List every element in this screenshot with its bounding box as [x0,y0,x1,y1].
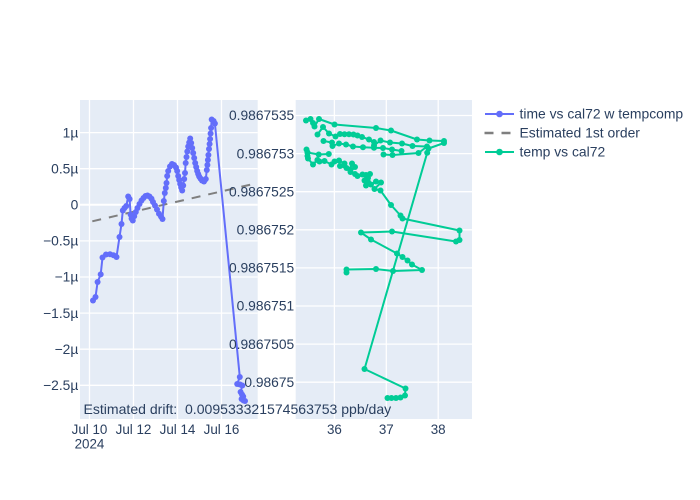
svg-text:Jul 16: Jul 16 [204,422,240,437]
svg-text:0.5µ: 0.5µ [51,161,78,176]
svg-text:Jul 10: Jul 10 [72,422,108,437]
svg-text:0.98675: 0.98675 [244,375,294,390]
svg-text:36: 36 [327,422,342,437]
svg-text:1µ: 1µ [63,125,79,140]
svg-text:Estimated 1st order: Estimated 1st order [520,125,641,141]
svg-text:0.986753: 0.986753 [237,146,295,161]
svg-text:Jul 12: Jul 12 [116,422,152,437]
svg-text:temp vs cal72: temp vs cal72 [520,144,606,160]
svg-text:−1µ: −1µ [55,270,79,285]
svg-text:time vs cal72 w tempcomp: time vs cal72 w tempcomp [520,106,684,122]
svg-text:0.986752: 0.986752 [237,223,295,238]
svg-text:0: 0 [71,198,79,213]
svg-text:0.9867505: 0.9867505 [229,337,295,352]
svg-text:37: 37 [379,422,394,437]
svg-text:0.9867535: 0.9867535 [229,108,295,123]
svg-text:−0.5µ: −0.5µ [43,234,78,249]
svg-text:2024: 2024 [75,437,105,452]
svg-text:−1.5µ: −1.5µ [43,306,78,321]
svg-text:Jul 14: Jul 14 [160,422,196,437]
svg-text:−2.5µ: −2.5µ [43,378,78,393]
svg-text:0.986751: 0.986751 [237,299,295,314]
svg-text:0.9867525: 0.9867525 [229,184,295,199]
svg-text:Estimated drift: 0.0095333215: Estimated drift: 0.009533321574563753 pp… [84,401,392,417]
svg-text:0.9867515: 0.9867515 [229,261,295,276]
svg-text:38: 38 [431,422,446,437]
svg-text:−2µ: −2µ [55,342,79,357]
